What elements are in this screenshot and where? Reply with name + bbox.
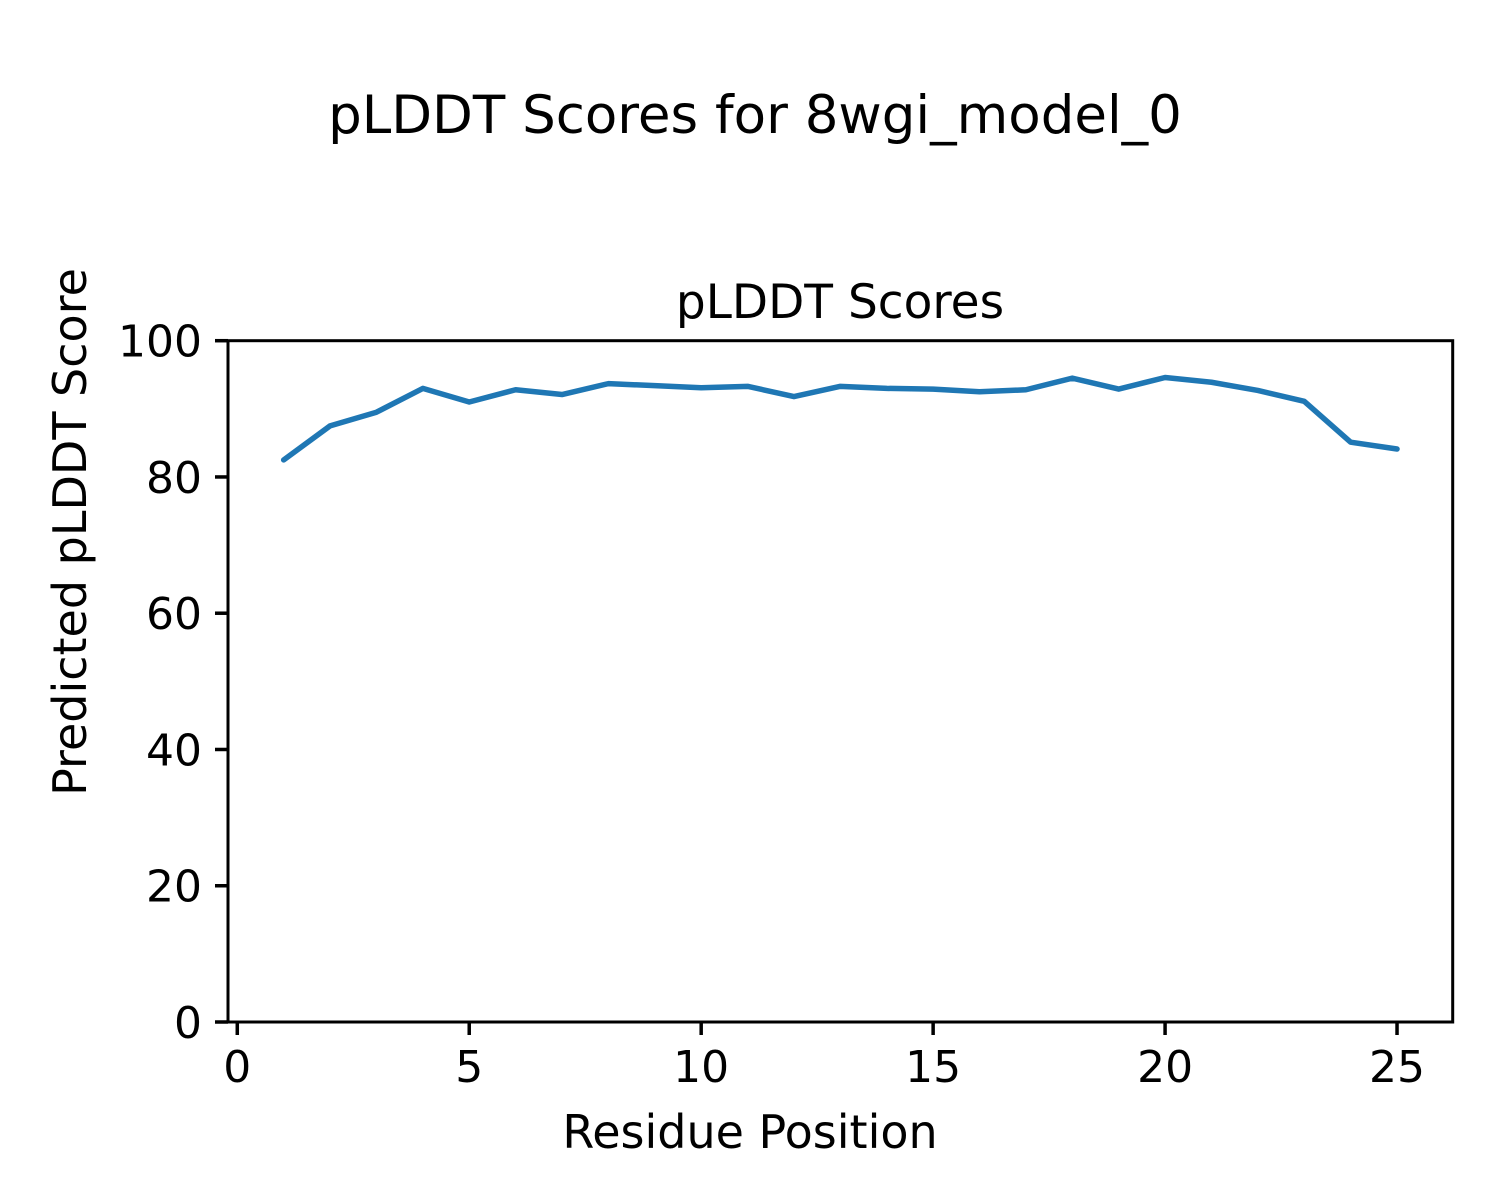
y-axis-ticks: 0 20 40 60 80 100 xyxy=(118,317,228,1049)
x-tick-label: 15 xyxy=(905,1042,961,1093)
x-axis-label: Residue Position xyxy=(562,1105,937,1159)
x-tick-label: 10 xyxy=(673,1042,729,1093)
x-tick-label: 0 xyxy=(223,1042,251,1093)
y-axis-label: Predicted pLDDT Score xyxy=(43,268,97,796)
x-axis-ticks: 0 5 10 15 20 25 xyxy=(223,1022,1425,1093)
axes-box xyxy=(226,339,1455,1024)
y-tick-label: 100 xyxy=(118,317,202,368)
x-tick-label: 25 xyxy=(1369,1042,1425,1093)
y-tick-label: 80 xyxy=(146,453,202,504)
figure-title: pLDDT Scores for 8wgi_model_0 xyxy=(328,85,1182,146)
y-tick-label: 60 xyxy=(146,589,202,640)
x-tick-label: 20 xyxy=(1137,1042,1193,1093)
y-tick-label: 0 xyxy=(174,998,202,1049)
y-tick-label: 40 xyxy=(146,725,202,776)
data-series xyxy=(280,374,1400,463)
axes-title: pLDDT Scores xyxy=(676,275,1004,330)
x-tick-label: 5 xyxy=(455,1042,483,1093)
y-tick-label: 20 xyxy=(146,862,202,913)
plddt-series-line xyxy=(280,374,1400,463)
